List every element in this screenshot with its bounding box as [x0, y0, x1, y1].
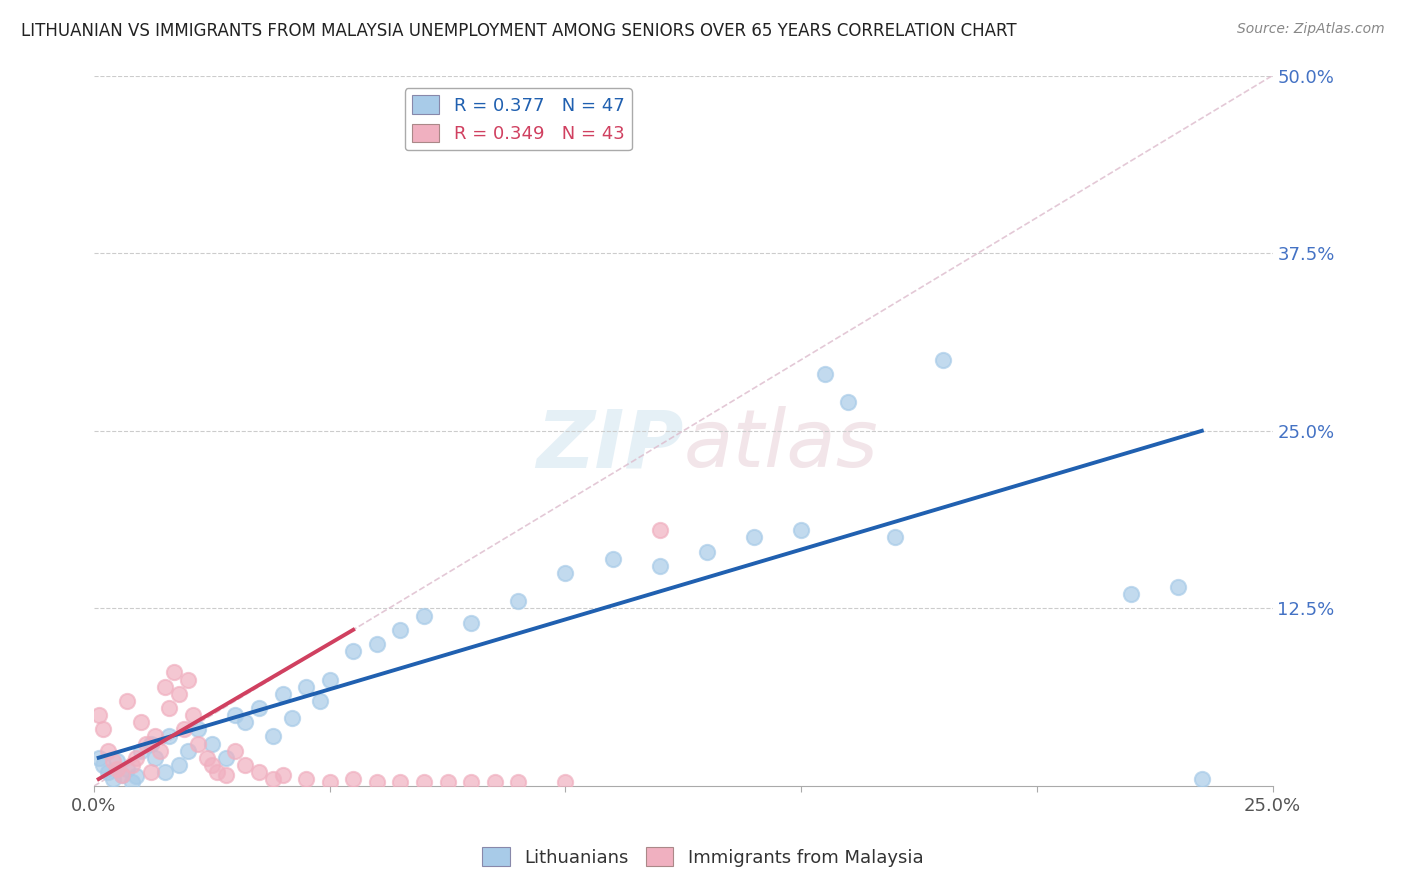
Point: [1167, 580, 1189, 594]
Point: [149, 743, 172, 757]
Point: [125, 769, 148, 783]
Point: [167, 687, 190, 701]
Point: [247, 701, 270, 715]
Point: [107, 762, 129, 776]
Point: [215, 768, 238, 782]
Point: [111, 768, 134, 782]
Point: [107, 754, 129, 768]
Point: [93, 723, 115, 737]
Point: [111, 768, 134, 782]
Point: [153, 764, 176, 779]
Point: [115, 762, 138, 776]
Point: [143, 730, 166, 744]
Point: [484, 775, 506, 789]
Point: [215, 750, 238, 764]
Text: LITHUANIAN VS IMMIGRANTS FROM MALAYSIA UNEMPLOYMENT AMONG SENIORS OVER 65 YEARS : LITHUANIAN VS IMMIGRANTS FROM MALAYSIA U…: [21, 22, 1017, 40]
Text: atlas: atlas: [683, 406, 877, 484]
Point: [101, 754, 124, 768]
Point: [309, 694, 332, 708]
Point: [101, 772, 124, 786]
Point: [295, 772, 318, 786]
Point: [318, 775, 340, 789]
Point: [201, 737, 224, 751]
Point: [342, 772, 364, 786]
Point: [167, 757, 190, 772]
Point: [460, 775, 482, 789]
Point: [139, 764, 162, 779]
Point: [233, 757, 256, 772]
Point: [1191, 772, 1213, 786]
Point: [508, 775, 530, 789]
Point: [129, 715, 152, 730]
Point: [413, 608, 436, 623]
Point: [460, 615, 482, 630]
Point: [181, 708, 204, 723]
Point: [508, 594, 530, 608]
Point: [814, 367, 837, 381]
Point: [115, 694, 138, 708]
Point: [195, 750, 218, 764]
Point: [97, 764, 120, 779]
Point: [135, 737, 157, 751]
Point: [262, 730, 284, 744]
Point: [224, 743, 246, 757]
Point: [342, 644, 364, 658]
Point: [837, 395, 859, 409]
Point: [602, 551, 624, 566]
Legend: Lithuanians, Immigrants from Malaysia: Lithuanians, Immigrants from Malaysia: [475, 840, 931, 874]
Point: [366, 775, 388, 789]
Point: [262, 772, 284, 786]
Point: [177, 743, 200, 757]
Text: Source: ZipAtlas.com: Source: ZipAtlas.com: [1237, 22, 1385, 37]
Point: [139, 737, 162, 751]
Point: [648, 524, 671, 538]
Point: [389, 623, 412, 637]
Point: [931, 352, 953, 367]
Point: [121, 775, 143, 789]
Point: [318, 673, 340, 687]
Point: [93, 757, 115, 772]
Point: [121, 757, 143, 772]
Text: ZIP: ZIP: [536, 406, 683, 484]
Point: [436, 775, 458, 789]
Point: [87, 750, 110, 764]
Point: [125, 750, 148, 764]
Point: [413, 775, 436, 789]
Point: [173, 723, 195, 737]
Point: [143, 750, 166, 764]
Point: [366, 637, 388, 651]
Point: [157, 730, 180, 744]
Point: [205, 764, 228, 779]
Point: [153, 680, 176, 694]
Point: [224, 708, 246, 723]
Legend: R = 0.377   N = 47, R = 0.349   N = 43: R = 0.377 N = 47, R = 0.349 N = 43: [405, 88, 631, 150]
Point: [187, 723, 209, 737]
Point: [554, 775, 576, 789]
Point: [790, 524, 813, 538]
Point: [554, 566, 576, 580]
Point: [177, 673, 200, 687]
Point: [281, 711, 304, 725]
Point: [389, 775, 412, 789]
Point: [1119, 587, 1142, 601]
Point: [233, 715, 256, 730]
Point: [97, 743, 120, 757]
Point: [884, 530, 907, 544]
Point: [696, 544, 718, 558]
Point: [271, 687, 294, 701]
Point: [271, 768, 294, 782]
Point: [187, 737, 209, 751]
Point: [157, 701, 180, 715]
Point: [87, 708, 110, 723]
Point: [201, 757, 224, 772]
Point: [129, 743, 152, 757]
Point: [163, 665, 186, 680]
Point: [742, 530, 765, 544]
Point: [247, 764, 270, 779]
Point: [295, 680, 318, 694]
Point: [648, 558, 671, 573]
